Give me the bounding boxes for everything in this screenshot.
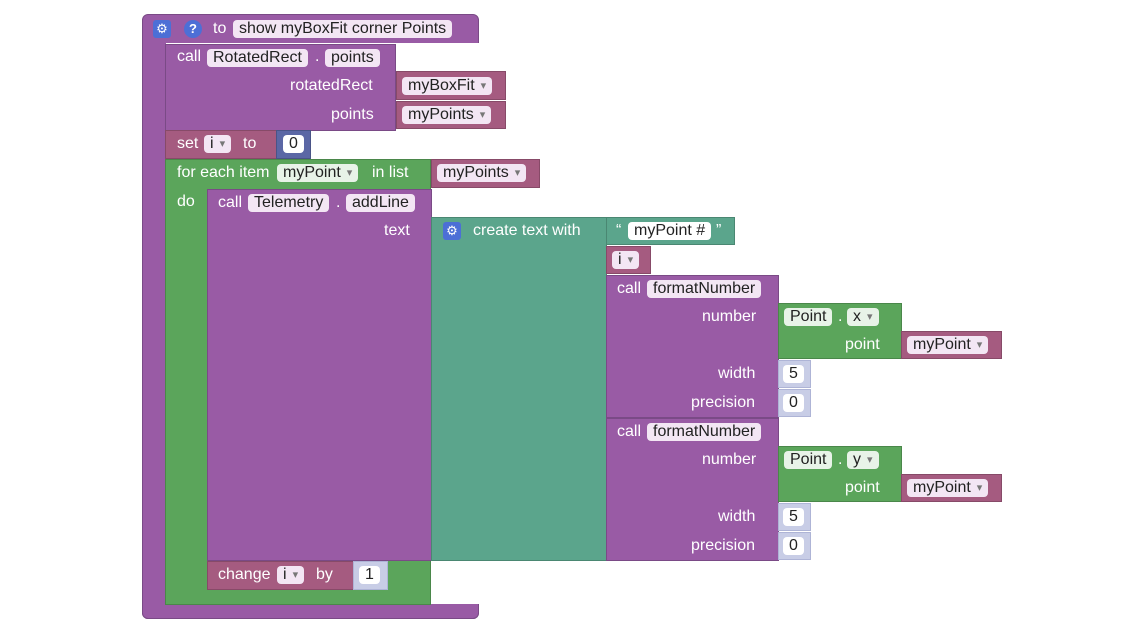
text-string-field[interactable]: myPoint # xyxy=(628,222,712,240)
gear-icon[interactable]: ⚙ xyxy=(443,222,461,240)
precision-0-field-2[interactable]: 0 xyxy=(783,537,804,555)
format1-name-field[interactable]: formatNumber xyxy=(647,280,762,298)
close-quote: ” xyxy=(716,222,722,239)
help-icon[interactable]: ? xyxy=(184,20,202,38)
width-5-field-2[interactable]: 5 xyxy=(783,508,804,526)
width-5-field-1[interactable]: 5 xyxy=(783,365,804,383)
point-y-axis-dropdown[interactable]: y xyxy=(847,451,879,469)
telemetry-object-field[interactable]: Telemetry xyxy=(248,194,330,212)
set-to-label: to xyxy=(243,135,257,152)
change-label: change xyxy=(218,566,271,583)
for-each-bottom xyxy=(165,591,431,605)
format1-precision-label: precision xyxy=(691,394,756,411)
i-variable-dropdown[interactable]: i xyxy=(612,251,640,269)
gear-icon[interactable]: ⚙ xyxy=(153,20,171,38)
for-each-var-dropdown[interactable]: myPoint xyxy=(277,164,359,182)
format1-call-label: call xyxy=(617,280,642,297)
number-zero-field[interactable]: 0 xyxy=(283,135,304,153)
format1-width-label: width xyxy=(718,365,756,382)
telemetry-call-label: call xyxy=(218,194,243,211)
set-var-dropdown[interactable]: i xyxy=(204,135,232,153)
format1-number-label: number xyxy=(702,308,757,325)
point-x-class-field[interactable]: Point xyxy=(784,308,833,326)
mypoint-x-dropdown[interactable]: myPoint xyxy=(907,336,989,354)
create-text-block[interactable] xyxy=(431,217,607,561)
dot-separator: . xyxy=(315,48,320,65)
myboxfit-dropdown[interactable]: myBoxFit xyxy=(402,77,493,95)
dot-separator: . xyxy=(336,194,341,211)
mypoints-list-dropdown[interactable]: myPoints xyxy=(437,164,527,182)
format2-precision-label: precision xyxy=(691,537,756,554)
point-x-point-label: point xyxy=(845,336,880,353)
change-by-number-field[interactable]: 1 xyxy=(359,566,380,584)
rotatedrect-object-field[interactable]: RotatedRect xyxy=(207,49,308,67)
format2-name-field[interactable]: formatNumber xyxy=(647,423,762,441)
addline-method-field[interactable]: addLine xyxy=(346,194,415,212)
dot-separator: . xyxy=(838,308,843,325)
point-y-class-field[interactable]: Point xyxy=(784,451,833,469)
change-var-dropdown[interactable]: i xyxy=(277,566,305,584)
mypoints-dropdown[interactable]: myPoints xyxy=(402,106,492,124)
procedure-to-label: to xyxy=(213,20,227,37)
format2-width-label: width xyxy=(718,508,756,525)
rotatedrect-arg-label: rotatedRect xyxy=(290,77,373,94)
dot-separator: . xyxy=(838,451,843,468)
for-each-label: for each item xyxy=(177,164,270,181)
open-quote: “ xyxy=(616,222,622,239)
mypoint-y-dropdown[interactable]: myPoint xyxy=(907,479,989,497)
do-label: do xyxy=(177,193,195,210)
text-arg-label: text xyxy=(384,222,410,239)
set-label: set xyxy=(177,135,199,152)
call-label: call xyxy=(177,48,202,65)
procedure-spine xyxy=(142,40,166,606)
format-number-block-2[interactable] xyxy=(606,418,779,561)
format2-number-label: number xyxy=(702,451,757,468)
point-x-axis-dropdown[interactable]: x xyxy=(847,308,879,326)
format2-call-label: call xyxy=(617,423,642,440)
create-text-label: create text with xyxy=(473,222,581,239)
point-y-point-label: point xyxy=(845,479,880,496)
points-arg-label: points xyxy=(331,106,374,123)
procedure-name-field[interactable]: show myBoxFit corner Points xyxy=(233,20,453,38)
procedure-bottom xyxy=(142,604,479,619)
points-method-field[interactable]: points xyxy=(325,49,380,67)
in-list-label: in list xyxy=(372,164,409,181)
change-by-label: by xyxy=(316,566,333,583)
call-telemetry-block[interactable] xyxy=(207,189,432,561)
precision-0-field-1[interactable]: 0 xyxy=(783,394,804,412)
change-by-number-block[interactable] xyxy=(353,561,388,590)
